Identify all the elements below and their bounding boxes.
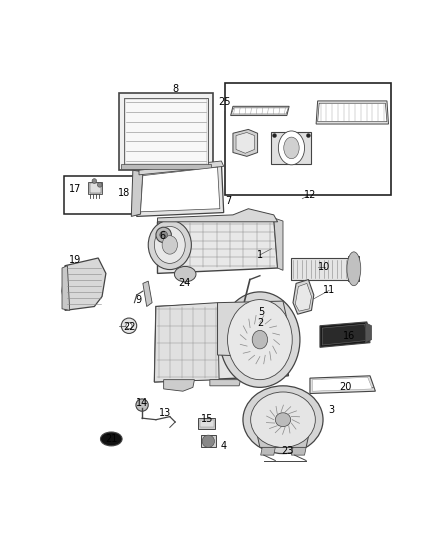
Bar xyxy=(200,419,214,427)
Text: 3: 3 xyxy=(328,406,335,415)
Ellipse shape xyxy=(220,292,300,387)
Text: 23: 23 xyxy=(282,446,294,456)
Polygon shape xyxy=(365,322,371,343)
Polygon shape xyxy=(155,303,219,382)
Text: 17: 17 xyxy=(69,184,81,195)
Text: 2: 2 xyxy=(257,318,263,328)
Polygon shape xyxy=(261,447,276,455)
Ellipse shape xyxy=(251,392,315,447)
Text: 12: 12 xyxy=(304,190,316,200)
Polygon shape xyxy=(143,281,152,306)
Polygon shape xyxy=(233,130,258,156)
Text: 8: 8 xyxy=(172,84,178,94)
Ellipse shape xyxy=(347,252,361,286)
Ellipse shape xyxy=(136,399,148,411)
Polygon shape xyxy=(231,106,289,116)
Polygon shape xyxy=(318,103,387,122)
Text: 15: 15 xyxy=(201,414,214,424)
Polygon shape xyxy=(320,322,370,348)
Polygon shape xyxy=(218,301,288,357)
Bar xyxy=(119,93,213,170)
Polygon shape xyxy=(310,376,375,393)
Text: 21: 21 xyxy=(105,434,117,444)
Text: 10: 10 xyxy=(318,262,331,272)
Ellipse shape xyxy=(155,227,185,263)
Bar xyxy=(225,83,391,195)
Text: 24: 24 xyxy=(178,278,191,288)
Bar xyxy=(64,175,137,214)
Ellipse shape xyxy=(126,322,132,329)
Text: 20: 20 xyxy=(339,382,352,392)
Polygon shape xyxy=(158,209,278,222)
Text: 1: 1 xyxy=(257,250,263,260)
Text: 22: 22 xyxy=(124,322,136,332)
Ellipse shape xyxy=(100,432,122,446)
Ellipse shape xyxy=(228,300,292,379)
Polygon shape xyxy=(62,265,70,310)
Polygon shape xyxy=(274,218,283,270)
Text: 5: 5 xyxy=(258,307,265,317)
Ellipse shape xyxy=(148,220,191,270)
Polygon shape xyxy=(155,301,288,382)
Text: 14: 14 xyxy=(136,398,148,408)
Bar xyxy=(90,183,100,192)
Polygon shape xyxy=(131,170,143,216)
Ellipse shape xyxy=(279,131,304,165)
Ellipse shape xyxy=(174,266,196,282)
Text: 16: 16 xyxy=(343,331,355,341)
Ellipse shape xyxy=(156,227,171,243)
Ellipse shape xyxy=(307,134,311,138)
Polygon shape xyxy=(210,379,240,386)
Bar xyxy=(88,182,102,194)
Text: 7: 7 xyxy=(225,196,231,206)
Polygon shape xyxy=(322,324,367,345)
Polygon shape xyxy=(141,167,220,212)
Text: 18: 18 xyxy=(117,188,130,198)
Polygon shape xyxy=(164,379,194,391)
Bar xyxy=(201,435,216,447)
Text: 9: 9 xyxy=(135,295,141,305)
Bar xyxy=(124,98,208,166)
Text: 19: 19 xyxy=(69,255,81,265)
Polygon shape xyxy=(316,101,389,124)
Polygon shape xyxy=(231,108,288,114)
Polygon shape xyxy=(258,437,308,447)
Polygon shape xyxy=(293,280,314,314)
Ellipse shape xyxy=(121,318,137,334)
Bar xyxy=(198,418,215,429)
Bar xyxy=(125,99,207,164)
Bar xyxy=(272,132,311,164)
Polygon shape xyxy=(137,163,224,216)
Text: 13: 13 xyxy=(159,408,171,418)
Polygon shape xyxy=(291,447,306,455)
Polygon shape xyxy=(312,377,372,391)
Text: 6: 6 xyxy=(159,231,165,241)
Ellipse shape xyxy=(276,413,291,426)
Ellipse shape xyxy=(272,134,276,138)
Ellipse shape xyxy=(162,236,177,254)
Polygon shape xyxy=(236,133,254,154)
Bar xyxy=(291,258,352,280)
Ellipse shape xyxy=(202,435,215,447)
Bar xyxy=(120,164,212,168)
Bar xyxy=(349,256,359,281)
Polygon shape xyxy=(139,161,224,175)
Ellipse shape xyxy=(97,182,102,187)
Polygon shape xyxy=(295,284,311,311)
Polygon shape xyxy=(62,258,106,310)
Ellipse shape xyxy=(92,179,97,183)
Ellipse shape xyxy=(243,386,323,454)
Ellipse shape xyxy=(160,231,167,239)
Ellipse shape xyxy=(284,137,299,159)
Ellipse shape xyxy=(252,330,268,349)
Text: 4: 4 xyxy=(221,441,227,451)
Polygon shape xyxy=(158,218,278,273)
Text: 11: 11 xyxy=(323,285,336,295)
Text: 25: 25 xyxy=(218,96,231,107)
